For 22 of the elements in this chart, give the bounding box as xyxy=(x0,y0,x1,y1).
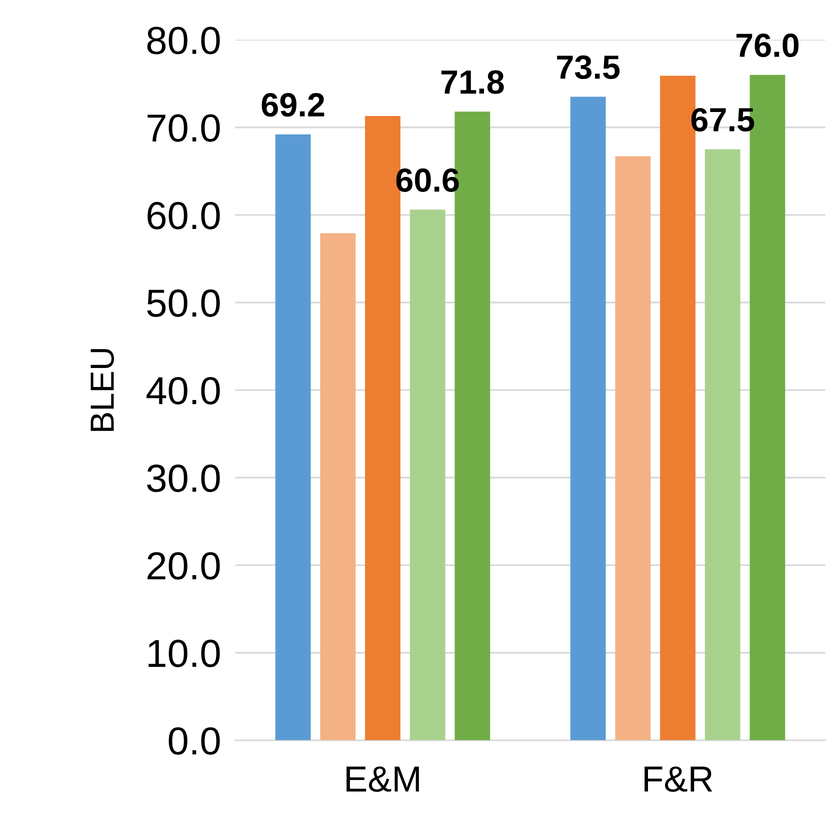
bar xyxy=(615,156,651,740)
y-tick-label: 30.0 xyxy=(147,464,220,492)
y-tick-label: 20.0 xyxy=(148,552,220,580)
y-tick-label: 80.0 xyxy=(147,26,220,54)
data-label: 69.2 xyxy=(262,93,324,117)
y-tick-label: 50.0 xyxy=(147,289,220,317)
data-label: 71.8 xyxy=(441,70,504,94)
y-axis-title: BLEU xyxy=(90,349,114,431)
x-tick-label: F&R xyxy=(644,766,712,792)
bar xyxy=(570,96,606,740)
data-label: 76.0 xyxy=(736,34,799,58)
bar xyxy=(275,134,311,740)
y-tick-label: 0.0 xyxy=(168,727,220,755)
bar xyxy=(704,149,740,740)
x-tick-label: E&M xyxy=(346,766,419,792)
bar xyxy=(320,233,356,740)
y-tick-label: 40.0 xyxy=(146,376,220,405)
y-tick-label: 70.0 xyxy=(148,114,220,142)
y-tick-label: 10.0 xyxy=(148,640,220,668)
data-label: 73.5 xyxy=(557,55,620,80)
bar xyxy=(410,210,446,740)
y-tick-label: 60.0 xyxy=(148,202,220,230)
